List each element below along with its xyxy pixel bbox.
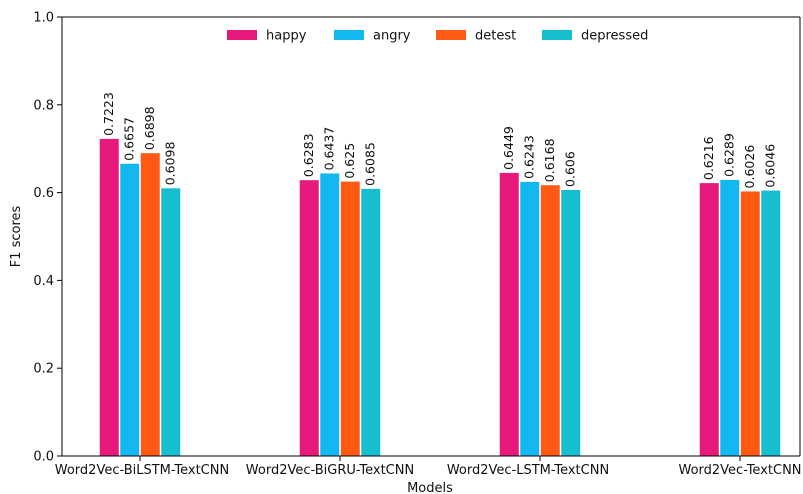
y-tick-label: 1.0 [33, 11, 54, 26]
axes-layer: 0.0 0.2 0.4 0.6 0.8 1.0 Word2Vec-BiLSTM-TextCN… [9, 11, 802, 494]
data-label-happy-2: 0.6283 [301, 133, 316, 177]
legend-swatch-happy [227, 30, 257, 40]
bar-depressed-3 [561, 189, 581, 456]
x-tick-label: Word2Vec-LSTM-TextCNN [447, 463, 609, 478]
bar-angry-4 [720, 179, 740, 456]
y-axis-title: F1 scores [9, 205, 24, 267]
legend-swatch-depressed [542, 30, 572, 40]
legend-label-detest: detest [475, 29, 516, 44]
x-tick-label: Word2Vec-BiLSTM-TextCNN [55, 463, 229, 478]
bar-detest-1 [140, 153, 160, 456]
data-label-detest-1: 0.6898 [142, 106, 157, 150]
data-label-detest-2: 0.625 [342, 143, 357, 179]
bar-happy-1 [99, 138, 119, 456]
bar-happy-4 [699, 183, 719, 456]
labels-layer: 0.7223 0.6657 0.6898 0.6098 0.6283 0.6437 0.62… [101, 92, 778, 188]
data-label-detest-3: 0.6168 [542, 138, 557, 182]
bar-angry-2 [320, 173, 340, 457]
data-label-angry-4: 0.6289 [722, 133, 737, 177]
x-tick-label: Word2Vec-BiGRU-TextCNN [246, 463, 414, 478]
bar-happy-3 [499, 172, 519, 456]
data-label-depressed-1: 0.6098 [163, 142, 178, 186]
legend-label-angry: angry [373, 29, 411, 44]
bar-happy-2 [299, 180, 319, 456]
x-axis-title: Models [407, 481, 453, 494]
legend: happy angry detest depressed [227, 29, 648, 44]
data-label-angry-1: 0.6657 [122, 117, 137, 161]
bar-angry-3 [520, 181, 540, 456]
data-label-angry-2: 0.6437 [322, 127, 337, 171]
y-tick-label: 0.4 [33, 274, 54, 289]
data-label-happy-3: 0.6449 [501, 126, 516, 170]
bar-detest-4 [740, 191, 760, 456]
bar-depressed-4 [761, 190, 781, 456]
legend-label-depressed: depressed [581, 29, 648, 44]
legend-label-happy: happy [266, 29, 307, 44]
bar-depressed-1 [161, 188, 181, 457]
bars-layer [99, 138, 781, 457]
legend-swatch-detest [436, 30, 466, 40]
bar-detest-2 [340, 181, 360, 457]
data-label-detest-4: 0.6026 [742, 145, 757, 189]
y-tick-label: 0.6 [33, 186, 54, 201]
y-tick-label: 0.2 [33, 362, 54, 377]
data-label-depressed-3: 0.606 [563, 151, 578, 187]
bar-detest-3 [540, 185, 560, 456]
data-label-depressed-4: 0.6046 [763, 144, 778, 188]
y-tick-label: 0.8 [33, 98, 54, 113]
data-label-angry-3: 0.6243 [522, 135, 537, 179]
data-label-happy-4: 0.6216 [701, 136, 716, 180]
bar-angry-1 [120, 163, 140, 456]
data-label-happy-1: 0.7223 [101, 92, 116, 136]
bar-depressed-2 [361, 188, 381, 456]
x-tick-label: Word2Vec-TextCNN [678, 463, 801, 478]
data-label-depressed-2: 0.6085 [363, 142, 378, 186]
legend-swatch-angry [334, 30, 364, 40]
y-tick-label: 0.0 [33, 450, 54, 465]
